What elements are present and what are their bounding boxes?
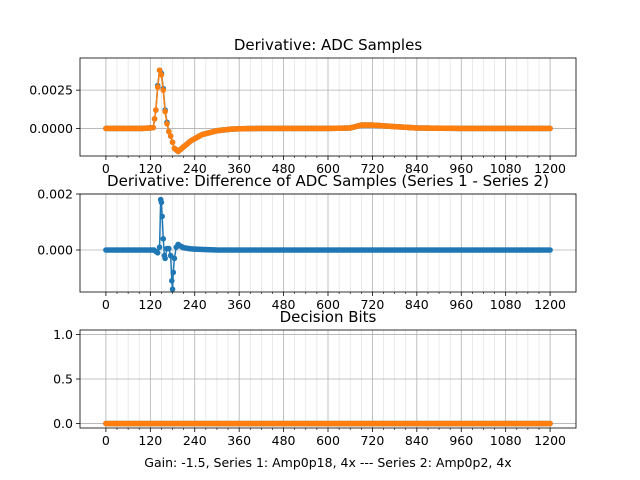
data-point [162,255,168,262]
x-tick-label: 1200 [534,161,566,176]
data-point [164,121,170,127]
data-point [162,108,168,115]
series-group [103,67,553,155]
x-tick-label: 240 [183,433,207,448]
data-point [166,128,172,135]
y-tick-label: 1.0 [53,327,73,342]
data-point [547,125,553,132]
series-1-markers [103,196,553,292]
x-tick-label: 720 [360,161,384,176]
data-point [156,67,163,74]
data-point [154,84,161,90]
x-tick-label: 240 [183,161,207,176]
x-tick-label: 1080 [490,433,522,448]
chart-title: Decision Bits [280,308,377,326]
x-tick-label: 600 [316,433,340,448]
data-point [167,133,174,139]
series-group [103,420,553,427]
x-tick-label: 480 [272,161,296,176]
data-point [169,278,175,284]
x-tick-label: 600 [316,297,340,312]
x-tick-label: 240 [183,297,207,312]
data-point [547,420,553,427]
x-tick-label: 360 [227,297,251,312]
x-tick-label: 720 [360,433,384,448]
x-tick-label: 840 [405,161,429,176]
series-2-markers [103,67,553,155]
data-point [150,124,157,131]
data-point [171,255,178,262]
axes-frame [79,57,577,157]
series-group [103,196,553,292]
x-tick-label: 840 [405,433,429,448]
data-point [169,139,176,146]
data-point [166,245,172,252]
chart-1: 0 120 240 360 480 600 720 840 960 1080 1200 0.0000 0… [29,36,577,176]
x-tick-label: 600 [316,161,340,176]
data-point [156,244,163,250]
y-tick-label: 0.0025 [29,83,73,98]
series-2-markers [103,420,553,427]
data-point [160,87,167,93]
data-point [169,286,176,292]
x-tick-label: 960 [449,433,473,448]
x-tick-label: 960 [449,161,473,176]
x-tick-label: 1200 [534,297,566,312]
x-tick-label: 1080 [490,297,522,312]
x-tick-label: 840 [405,297,429,312]
x-tick-label: 120 [138,433,162,448]
x-tick-label: 0 [102,161,110,176]
axes-root: 0 120 240 360 480 600 720 840 960 1080 12000.00000… [29,36,577,448]
y-tick-label: 0.000 [37,243,73,258]
y-tick-label: 0.5 [53,372,73,387]
x-tick-label: 480 [272,433,296,448]
data-point [158,199,165,206]
x-tick-label: 960 [449,297,473,312]
data-point [170,269,177,276]
x-tick-label: 1080 [490,161,522,176]
data-point [547,247,553,253]
x-tick-label: 720 [360,297,384,312]
y-tick-label: 0.0 [53,416,73,431]
data-point [158,72,165,78]
data-point [151,116,158,122]
data-point [154,250,161,256]
x-tick-label: 360 [227,433,251,448]
axes-frame [79,193,577,293]
chart-title: Derivative: Difference of ADC Samples (S… [107,172,549,190]
x-tick-label: 360 [227,161,251,176]
y-tick-label: 0.002 [37,187,73,202]
x-tick-label: 120 [138,297,162,312]
axes-frame [79,329,577,429]
x-tick-label: 0 [102,433,110,448]
chart-title: Derivative: ADC Samples [234,36,422,54]
y-tick-label: 0.0000 [29,121,73,136]
chart-3: 0 120 240 360 480 600 720 840 960 1080 1200 0.0 0.5 1… [53,308,577,448]
x-tick-label: 120 [138,161,162,176]
chart-2: 0 120 240 360 480 600 720 840 960 1080 1200 0.000 0.… [37,172,577,312]
data-point [160,236,167,242]
data-point [153,107,159,113]
x-tick-label: 0 [102,297,110,312]
figure-xlabel: Gain: -1.5, Series 1: Amp0p18, 4x --- Se… [144,455,511,470]
x-tick-label: 1200 [534,433,566,448]
x-tick-label: 480 [272,297,296,312]
data-point [159,213,165,220]
